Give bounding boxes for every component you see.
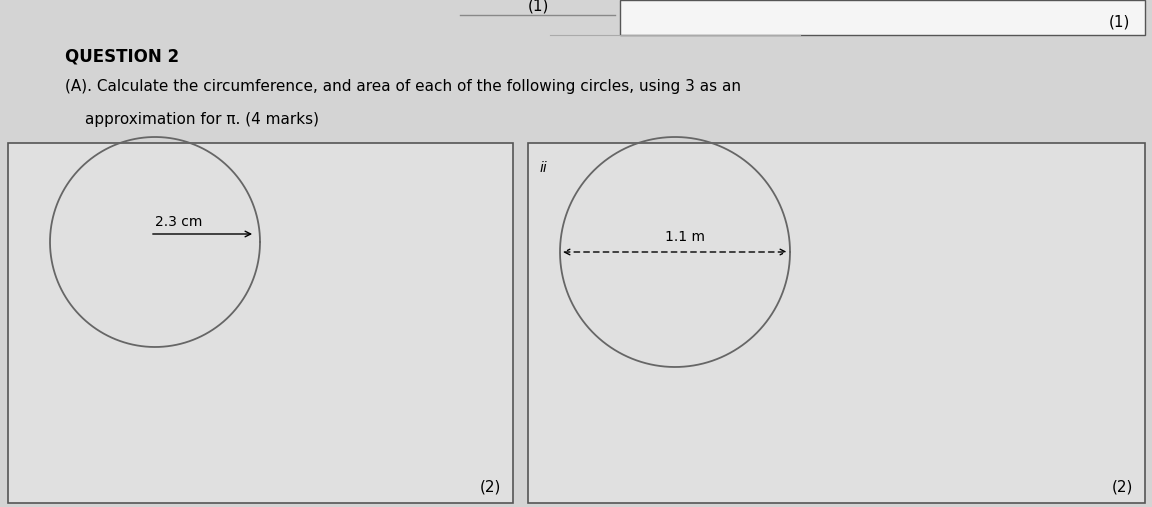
Text: (2): (2) bbox=[479, 480, 501, 495]
Text: approximation for π. (4 marks): approximation for π. (4 marks) bbox=[85, 112, 319, 127]
Text: 2.3 cm: 2.3 cm bbox=[156, 215, 203, 229]
Text: (A). Calculate the circumference, and area of each of the following circles, usi: (A). Calculate the circumference, and ar… bbox=[65, 79, 741, 94]
Text: ii: ii bbox=[540, 161, 547, 175]
Text: (1): (1) bbox=[1108, 14, 1130, 29]
Text: QUESTION 2: QUESTION 2 bbox=[65, 47, 179, 65]
Text: 1.1 m: 1.1 m bbox=[665, 230, 705, 244]
Bar bbox=[528, 143, 1145, 503]
Bar bbox=[620, 0, 1145, 35]
Text: (2): (2) bbox=[1112, 480, 1134, 495]
Text: (1): (1) bbox=[528, 0, 548, 13]
Bar bbox=[8, 143, 513, 503]
